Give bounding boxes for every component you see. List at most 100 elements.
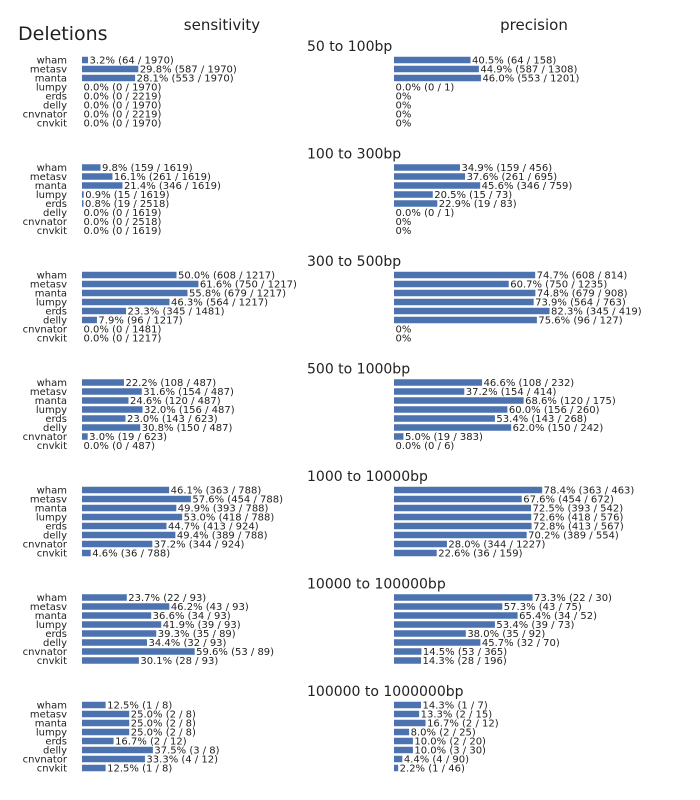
precision-bar xyxy=(394,200,438,207)
tool-label: metasv xyxy=(30,495,67,506)
tool-label: cnvnator xyxy=(23,755,68,766)
tool-label: cnvnator xyxy=(23,325,68,336)
tool-label: delly xyxy=(43,638,67,649)
precision-bar xyxy=(394,764,399,772)
tool-label: lumpy xyxy=(36,728,67,739)
sensitivity-bar xyxy=(82,271,177,279)
precision-data-label: 37.6% (261 / 695) xyxy=(467,172,558,183)
tool-label: wham xyxy=(37,593,67,604)
sensitivity-data-label: 0.0% (0 / 2219) xyxy=(84,92,162,103)
tool-label: manta xyxy=(35,289,67,300)
precision-data-label: 40.5% (64 / 158) xyxy=(472,56,556,67)
precision-bar xyxy=(394,486,543,494)
sensitivity-bar xyxy=(82,612,152,619)
sensitivity-bar xyxy=(82,594,127,601)
precision-data-label: 0% xyxy=(396,110,412,121)
precision-data-label: 37.2% (154 / 414) xyxy=(466,387,557,398)
sensitivity-bar xyxy=(82,388,142,395)
sensitivity-data-label: 28.1% (553 / 1970) xyxy=(137,74,234,85)
tool-label: cnvkit xyxy=(37,656,67,667)
precision-bar xyxy=(394,397,524,404)
precision-data-label: 53.4% (39 / 73) xyxy=(496,620,574,631)
tool-label: delly xyxy=(43,208,67,219)
sensitivity-data-label: 0.9% (15 / 1619) xyxy=(85,190,169,201)
sensitivity-data-label: 34.4% (32 / 93) xyxy=(149,638,227,649)
precision-data-label: 72.6% (418 / 576) xyxy=(533,513,624,524)
sensitivity-data-label: 3.2% (64 / 1970) xyxy=(90,56,174,67)
tool-label: wham xyxy=(37,56,67,67)
sensitivity-data-label: 0.0% (0 / 1481) xyxy=(84,325,162,336)
panel-title: 100 to 300bp xyxy=(307,147,401,163)
precision-bar xyxy=(394,74,481,82)
sensitivity-data-label: 0.0% (0 / 1970) xyxy=(84,101,162,112)
tool-label: erds xyxy=(45,522,67,533)
precision-bar xyxy=(394,746,413,754)
sensitivity-data-label: 50.0% (608 / 1217) xyxy=(178,271,275,282)
sensitivity-data-label: 59.6% (53 / 89) xyxy=(196,647,274,658)
sensitivity-bar xyxy=(82,164,101,171)
tool-label: lumpy xyxy=(36,620,67,631)
tool-label: metasv xyxy=(30,172,67,183)
sensitivity-bar xyxy=(82,56,89,64)
sensitivity-bar xyxy=(82,415,126,422)
tool-label: cnvnator xyxy=(23,110,68,121)
tool-label: manta xyxy=(35,719,67,730)
chart-title: Deletions xyxy=(18,23,108,45)
sensitivity-bar xyxy=(82,182,123,189)
sensitivity-bar xyxy=(82,657,139,664)
panel-title: 500 to 1000bp xyxy=(307,362,410,378)
sensitivity-bar xyxy=(82,424,141,431)
precision-bar xyxy=(394,289,536,297)
precision-data-label: 20.5% (15 / 73) xyxy=(434,190,512,201)
tool-label: delly xyxy=(43,531,67,542)
precision-data-label: 14.3% (28 / 196) xyxy=(423,656,507,667)
precision-data-label: 0.0% (0 / 1) xyxy=(396,208,455,219)
tool-label: cnvkit xyxy=(37,441,67,452)
tool-label: erds xyxy=(45,199,67,210)
sensitivity-data-label: 44.7% (413 / 924) xyxy=(168,522,259,533)
sensitivity-data-label: 37.2% (344 / 924) xyxy=(154,540,245,551)
precision-data-label: 0% xyxy=(396,325,412,336)
sensitivity-data-label: 23.7% (22 / 93) xyxy=(128,593,206,604)
precision-bar xyxy=(394,433,404,440)
tool-label: manta xyxy=(35,611,67,622)
sensitivity-bar xyxy=(82,406,143,413)
sensitivity-bar xyxy=(82,379,124,386)
precision-data-label: 0% xyxy=(396,217,412,228)
sensitivity-bar xyxy=(82,549,91,557)
sensitivity-data-label: 53.0% (418 / 788) xyxy=(184,513,275,524)
sensitivity-bar xyxy=(82,397,129,404)
precision-bar xyxy=(394,719,426,727)
sensitivity-data-label: 12.5% (1 / 8) xyxy=(107,764,172,775)
precision-bar xyxy=(394,379,483,386)
sensitivity-bar xyxy=(82,316,97,324)
sensitivity-data-label: 22.2% (108 / 487) xyxy=(125,378,216,389)
tool-label: cnvkit xyxy=(37,334,67,345)
tool-label: wham xyxy=(37,701,67,712)
tool-label: lumpy xyxy=(36,83,67,94)
sensitivity-data-label: 46.3% (564 / 1217) xyxy=(171,298,268,309)
precision-data-label: 38.0% (35 / 92) xyxy=(467,629,545,640)
sensitivity-column-title: sensitivity xyxy=(184,16,261,34)
chart-panels: 50 to 100bp wham 3.2% (64 / 1970) 40.5% (64… xyxy=(23,39,642,775)
sensitivity-data-label: 32.0% (156 / 487) xyxy=(144,405,235,416)
precision-data-label: 45.7% (32 / 70) xyxy=(482,638,560,649)
sensitivity-data-label: 49.4% (389 / 788) xyxy=(177,531,268,542)
sensitivity-data-label: 30.8% (150 / 487) xyxy=(142,423,233,434)
sensitivity-data-label: 0.0% (0 / 1619) xyxy=(84,208,162,219)
sensitivity-bar xyxy=(82,710,130,718)
precision-bar xyxy=(394,182,481,189)
sensitivity-bar xyxy=(82,621,162,628)
tool-label: wham xyxy=(37,378,67,389)
sensitivity-data-label: 57.6% (454 / 788) xyxy=(192,495,283,506)
precision-bar xyxy=(394,737,413,745)
tool-label: delly xyxy=(43,316,67,327)
sensitivity-bar xyxy=(82,173,113,180)
sensitivity-data-label: 49.9% (393 / 788) xyxy=(178,504,269,515)
sensitivity-bar xyxy=(82,737,114,745)
precision-data-label: 0% xyxy=(396,92,412,103)
sensitivity-data-label: 29.8% (587 / 1970) xyxy=(140,65,237,76)
sensitivity-bar xyxy=(82,433,88,440)
precision-bar xyxy=(394,755,403,763)
precision-bar xyxy=(394,316,537,324)
